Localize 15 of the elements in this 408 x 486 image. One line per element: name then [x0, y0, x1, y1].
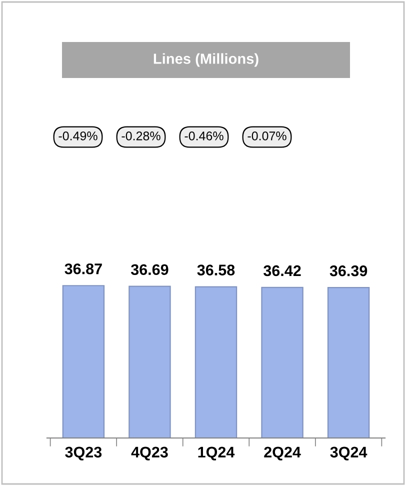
data-label: 36.87 [64, 263, 102, 274]
x-tick-label: 4Q23 [131, 446, 168, 460]
x-tick-label: 3Q23 [65, 446, 102, 460]
x-tick-label: 1Q24 [198, 446, 235, 460]
x-tick-label: 2Q24 [264, 446, 301, 460]
data-label: 36.69 [130, 264, 168, 276]
text: -0.49% [58, 132, 98, 140]
data-label: 36.39 [330, 265, 368, 276]
x-tick-label: 3Q24 [330, 446, 368, 460]
chart-title: Lines (Millions) [154, 53, 258, 67]
data-label: 36.58 [197, 264, 235, 276]
data-label: 36.42 [264, 265, 301, 276]
text: -0.07% [248, 132, 286, 140]
text: -0.46% [184, 132, 224, 140]
text: -0.28% [122, 132, 160, 140]
